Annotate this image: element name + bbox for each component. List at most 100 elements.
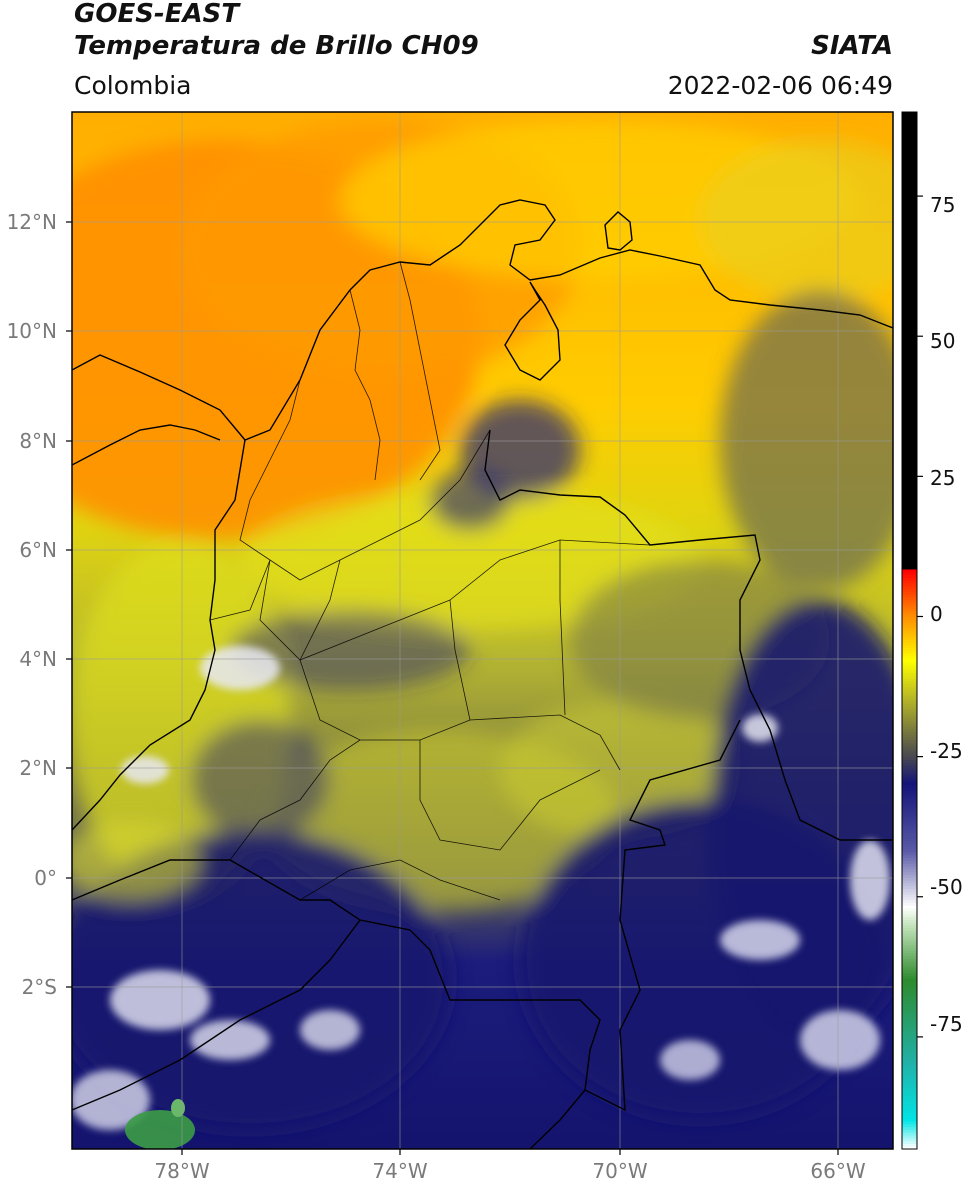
colorbar-segment <box>902 221 917 225</box>
colorbar-segment <box>902 1132 917 1136</box>
colorbar-segment <box>902 330 917 335</box>
colorbar-segment <box>902 896 917 901</box>
colorbar-segment <box>902 823 917 828</box>
colorbar-segment <box>902 779 917 783</box>
colorbar-segment <box>902 781 917 786</box>
colorbar-segment <box>902 711 917 716</box>
colorbar-segment <box>902 120 917 124</box>
colorbar-segment <box>902 347 917 351</box>
colorbar-segment <box>902 207 917 211</box>
colorbar-segment <box>902 162 917 166</box>
colorbar-segment <box>902 232 917 236</box>
colorbar-segment <box>902 860 917 864</box>
colorbar-segment <box>902 140 917 144</box>
colorbar-segment <box>902 383 917 388</box>
colorbar-segment <box>902 927 917 931</box>
colorbar-segment <box>902 1143 917 1147</box>
colorbar-segment <box>902 249 917 253</box>
colorbar-segment <box>902 529 917 534</box>
colorbar-segment <box>902 134 917 138</box>
colorbar-segment <box>902 801 917 805</box>
colorbar-segment <box>902 1042 917 1046</box>
colorbar-segment <box>902 680 917 685</box>
colorbar-segment <box>902 1008 917 1013</box>
colorbar-segment <box>902 961 917 965</box>
colorbar-segment <box>902 518 917 522</box>
datetime-label: 2022-02-06 06:49 <box>667 71 893 100</box>
map-frame <box>71 111 894 1150</box>
colorbar-segment <box>902 921 917 926</box>
colorbar-segment <box>902 378 917 382</box>
colorbar-segment <box>902 1081 917 1086</box>
colorbar-segment <box>902 193 917 197</box>
colorbar-segment <box>902 1000 917 1004</box>
colorbar-segment <box>902 431 917 435</box>
colorbar-segment <box>902 846 917 850</box>
colorbar-segment <box>902 1115 917 1119</box>
colorbar-segment <box>902 381 917 385</box>
colorbar-segment <box>902 686 917 690</box>
colorbar-segment <box>902 863 917 867</box>
colorbar-segment <box>902 204 917 208</box>
colorbar-segment <box>902 299 917 304</box>
colorbar-segment <box>902 439 917 444</box>
colorbar-segment <box>902 392 917 396</box>
colorbar-segment <box>902 714 917 718</box>
colorbar-segment <box>902 535 917 539</box>
colorbar-segment <box>902 322 917 326</box>
colorbar-segment <box>902 350 917 354</box>
colorbar-segment <box>902 361 917 365</box>
colorbar-segment <box>902 252 917 256</box>
colorbar-segment <box>902 636 917 640</box>
colorbar-segment <box>902 538 917 542</box>
colorbar-segment <box>902 832 917 836</box>
colorbar-segment <box>902 566 917 570</box>
colorbar-segment <box>902 815 917 819</box>
colorbar-segment <box>902 512 917 517</box>
colorbar-segment <box>902 790 917 794</box>
colorbar-segment <box>902 176 917 180</box>
colorbar-segment <box>902 1031 917 1035</box>
colorbar-segment <box>902 507 917 511</box>
colorbar-segment <box>902 117 917 122</box>
colorbar-segment <box>902 316 917 320</box>
colorbar-segment <box>902 1104 917 1108</box>
colorbar-segment <box>902 748 917 752</box>
colorbar-segment <box>902 114 917 119</box>
colorbar-segment <box>902 131 917 136</box>
colorbar-segment <box>902 756 917 761</box>
colorbar-segment <box>902 1034 917 1038</box>
colorbar-segment <box>902 731 917 735</box>
colorbar-segment <box>902 417 917 421</box>
colorbar-segment <box>902 1098 917 1102</box>
colorbar-segment <box>902 944 917 948</box>
colorbar-segment <box>902 229 917 234</box>
colorbar-segment <box>902 257 917 262</box>
colorbar-segment <box>902 395 917 399</box>
colorbar-segment <box>902 664 917 668</box>
colorbar-segment <box>902 523 917 528</box>
colorbar-segment <box>902 722 917 727</box>
colorbar-segment <box>902 857 917 861</box>
colorbar-segment <box>902 546 917 550</box>
colorbar-segment <box>902 112 917 116</box>
colorbar-segment <box>902 770 917 775</box>
colorbar-segment <box>902 319 917 323</box>
colorbar-segment <box>902 910 917 915</box>
colorbar <box>901 111 923 1150</box>
satellite-imagery <box>72 112 893 1149</box>
colorbar-segment <box>902 829 917 833</box>
colorbar-segment <box>902 509 917 514</box>
colorbar-segment <box>902 952 917 957</box>
colorbar-segment <box>902 126 917 130</box>
colorbar-segment <box>902 173 917 178</box>
colorbar-segment <box>902 296 917 301</box>
colorbar-segment <box>902 1025 917 1030</box>
colorbar-segment <box>902 521 917 525</box>
colorbar-segment <box>902 1118 917 1122</box>
colorbar-segment <box>902 282 917 287</box>
colorbar-segment <box>902 409 917 413</box>
colorbar-segment <box>902 353 917 357</box>
colorbar-segment <box>902 406 917 410</box>
colorbar-tick-label: -25 <box>930 739 963 763</box>
